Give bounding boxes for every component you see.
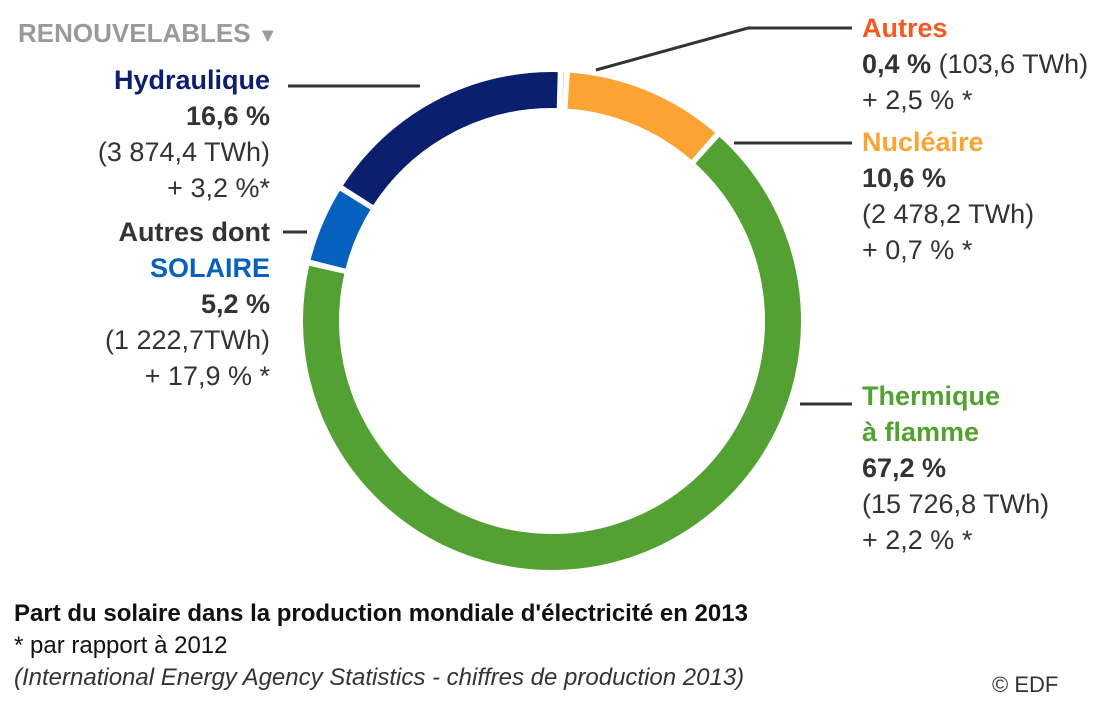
label-nucleaire-pct: 10,6 % xyxy=(862,163,947,193)
leader-lines xyxy=(283,26,852,406)
leader-line-autres xyxy=(595,26,852,72)
label-nucleaire-name: Nucléaire xyxy=(862,127,984,157)
donut-slice-thermique xyxy=(301,133,803,572)
label-thermique-name-line1: Thermique xyxy=(862,381,1001,411)
label-hydraulique: Hydraulique 16,6 % (3 874,4 TWh) + 3,2 %… xyxy=(98,62,270,206)
donut-slice-autres xyxy=(560,70,567,111)
label-thermique-twh: (15 726,8 TWh) xyxy=(862,489,1050,519)
label-nucleaire-twh: (2 478,2 TWh) xyxy=(862,199,1035,229)
label-autres-pct: 0,4 % xyxy=(862,49,932,79)
label-nucleaire: Nucléaire 10,6 % (2 478,2 TWh) + 0,7 % * xyxy=(862,124,1034,268)
donut-slice-autres_dont xyxy=(308,187,374,272)
label-autres: Autres 0,4 % (103,6 TWh) + 2,5 % * xyxy=(862,10,1088,118)
label-solaire-name: SOLAIRE xyxy=(149,253,270,283)
label-thermique-pct: 67,2 % xyxy=(862,453,947,483)
label-autres-dont-name: Autres dont xyxy=(118,217,271,247)
label-autres-dont: Autres dont SOLAIRE 5,2 % (1 222,7TWh) +… xyxy=(105,214,270,394)
label-autres-twh: (103,6 TWh) xyxy=(938,49,1089,79)
renewables-label: RENOUVELABLES xyxy=(18,18,251,48)
label-autres-name: Autres xyxy=(862,13,948,43)
chevron-down-icon: ▼ xyxy=(257,25,278,47)
label-hydraulique-name: Hydraulique xyxy=(113,65,270,95)
label-hydraulique-change: + 3,2 %* xyxy=(167,173,270,203)
donut-slice-hydraulique xyxy=(340,70,560,208)
label-hydraulique-pct: 16,6 % xyxy=(185,101,270,131)
label-thermique: Thermique à flamme 67,2 % (15 726,8 TWh)… xyxy=(862,378,1049,558)
label-autres-dont-change: + 17,9 % * xyxy=(144,361,270,391)
label-thermique-name-line2: à flamme xyxy=(862,417,980,447)
donut-slice-nucleaire xyxy=(565,70,718,163)
footnote: * par rapport à 2012 xyxy=(14,632,228,659)
donut-slices xyxy=(301,70,803,572)
label-thermique-change: + 2,2 % * xyxy=(862,525,973,555)
label-autres-dont-pct: 5,2 % xyxy=(200,289,270,319)
chart-title: Part du solaire dans la production mondi… xyxy=(14,600,748,627)
caption: Part du solaire dans la production mondi… xyxy=(14,598,748,694)
label-autres-change: + 2,5 % * xyxy=(862,85,973,115)
label-autres-values: 0,4 % (103,6 TWh) xyxy=(862,46,1088,82)
label-autres-dont-twh: (1 222,7TWh) xyxy=(104,325,270,355)
source-note: (International Energy Agency Statistics … xyxy=(14,664,745,691)
copyright-credit: © EDF xyxy=(992,672,1059,697)
label-nucleaire-change: + 0,7 % * xyxy=(862,235,973,265)
label-hydraulique-twh: (3 874,4 TWh) xyxy=(97,137,270,167)
renewables-dropdown[interactable]: RENOUVELABLES ▼ xyxy=(18,18,278,49)
